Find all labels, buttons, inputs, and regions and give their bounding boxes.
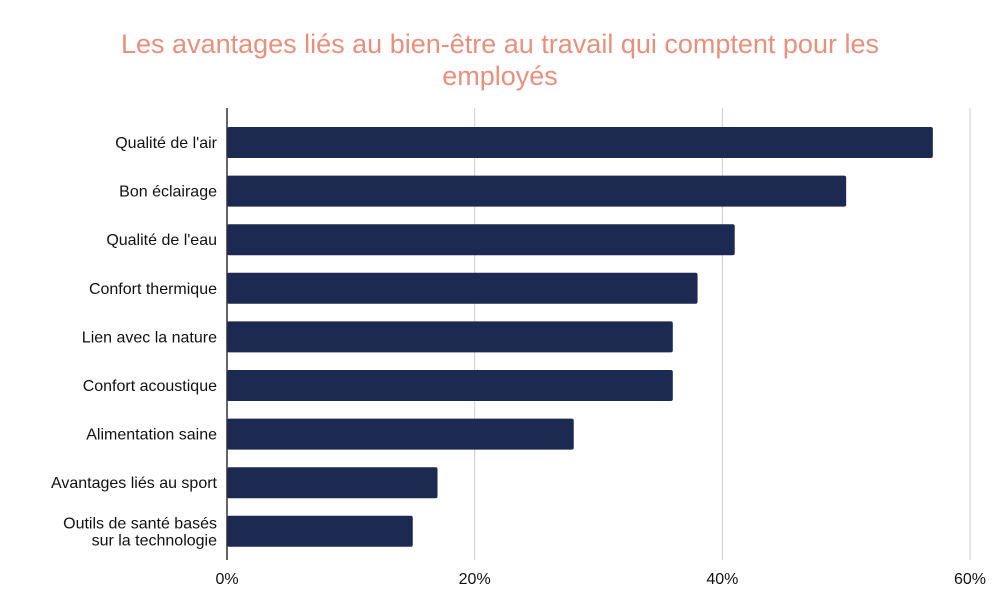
chart-title: Les avantages liés au bien-être au trava… (0, 28, 1000, 92)
bar (227, 321, 673, 353)
bar (227, 272, 698, 304)
bars (227, 127, 933, 547)
bar (227, 515, 413, 547)
category-label: Bon éclairage (119, 184, 217, 201)
category-label: Alimentation saine (86, 427, 217, 444)
bar (227, 467, 438, 499)
category-label: Lien avec la nature (82, 329, 217, 346)
bar (227, 418, 574, 450)
x-tick-label: 40% (706, 571, 738, 588)
category-label: Qualité de l'air (115, 135, 217, 152)
category-label: Qualité de l'eau (106, 232, 217, 249)
category-labels: Qualité de l'air Bon éclairage Qualité de … (51, 135, 218, 549)
category-label: Outils de santé basés (63, 515, 217, 532)
category-label: Confort thermique (89, 281, 217, 298)
category-label: Confort acoustique (83, 378, 217, 395)
bar (227, 175, 847, 207)
bar (227, 370, 673, 401)
chart-title-line-1: Les avantages liés au bien-être au trava… (121, 29, 879, 59)
category-label: sur la technologie (92, 532, 218, 549)
x-tick-label: 0% (215, 571, 238, 588)
category-label: Avantages liés au sport (51, 475, 218, 492)
bar (227, 224, 735, 256)
bar (227, 127, 933, 158)
x-tick-labels: 0% 20% 40% 60% (215, 571, 986, 588)
x-tick-label: 20% (459, 571, 491, 588)
x-tick-label: 60% (954, 571, 986, 588)
chart-title-line-2: employés (442, 61, 558, 91)
